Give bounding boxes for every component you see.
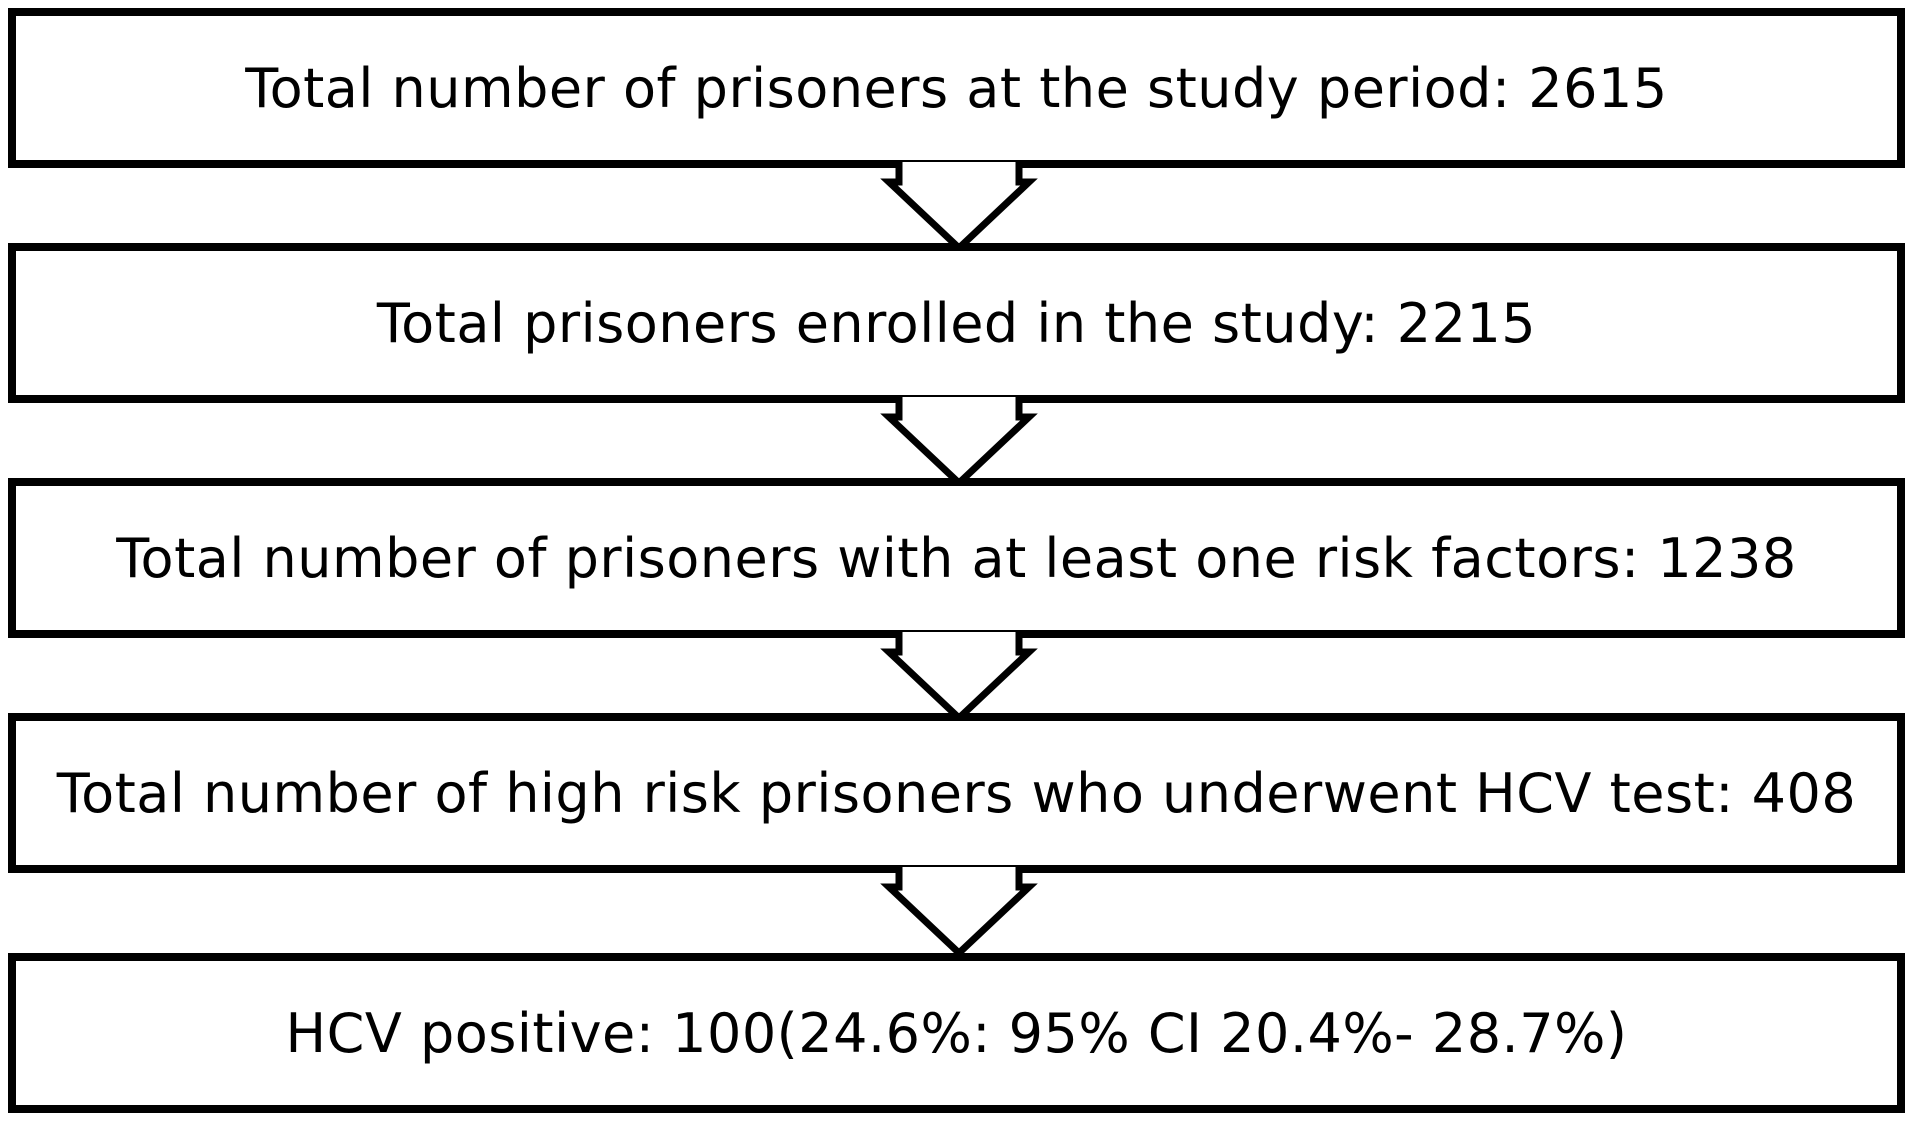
step-box-enrolled: Total prisoners enrolled in the study: 2…: [8, 243, 1905, 403]
step-label-risk-factors: Total number of prisoners with at least …: [116, 526, 1797, 590]
down-arrow-icon: [880, 867, 1038, 958]
step-box-hcv-tested: Total number of high risk prisoners who …: [8, 713, 1905, 873]
down-arrow-icon: [880, 632, 1038, 723]
step-label-hcv-positive: HCV positive: 100(24.6%: 95% CI 20.4%- 2…: [285, 1001, 1628, 1065]
step-label-enrolled: Total prisoners enrolled in the study: 2…: [376, 291, 1537, 355]
down-arrow-icon: [880, 162, 1038, 253]
down-arrow-icon: [880, 397, 1038, 488]
step-label-hcv-tested: Total number of high risk prisoners who …: [56, 761, 1857, 825]
step-box-risk-factors: Total number of prisoners with at least …: [8, 478, 1905, 638]
step-box-hcv-positive: HCV positive: 100(24.6%: 95% CI 20.4%- 2…: [8, 953, 1905, 1113]
step-label-total-prisoners: Total number of prisoners at the study p…: [245, 56, 1668, 120]
step-box-total-prisoners: Total number of prisoners at the study p…: [8, 8, 1905, 168]
